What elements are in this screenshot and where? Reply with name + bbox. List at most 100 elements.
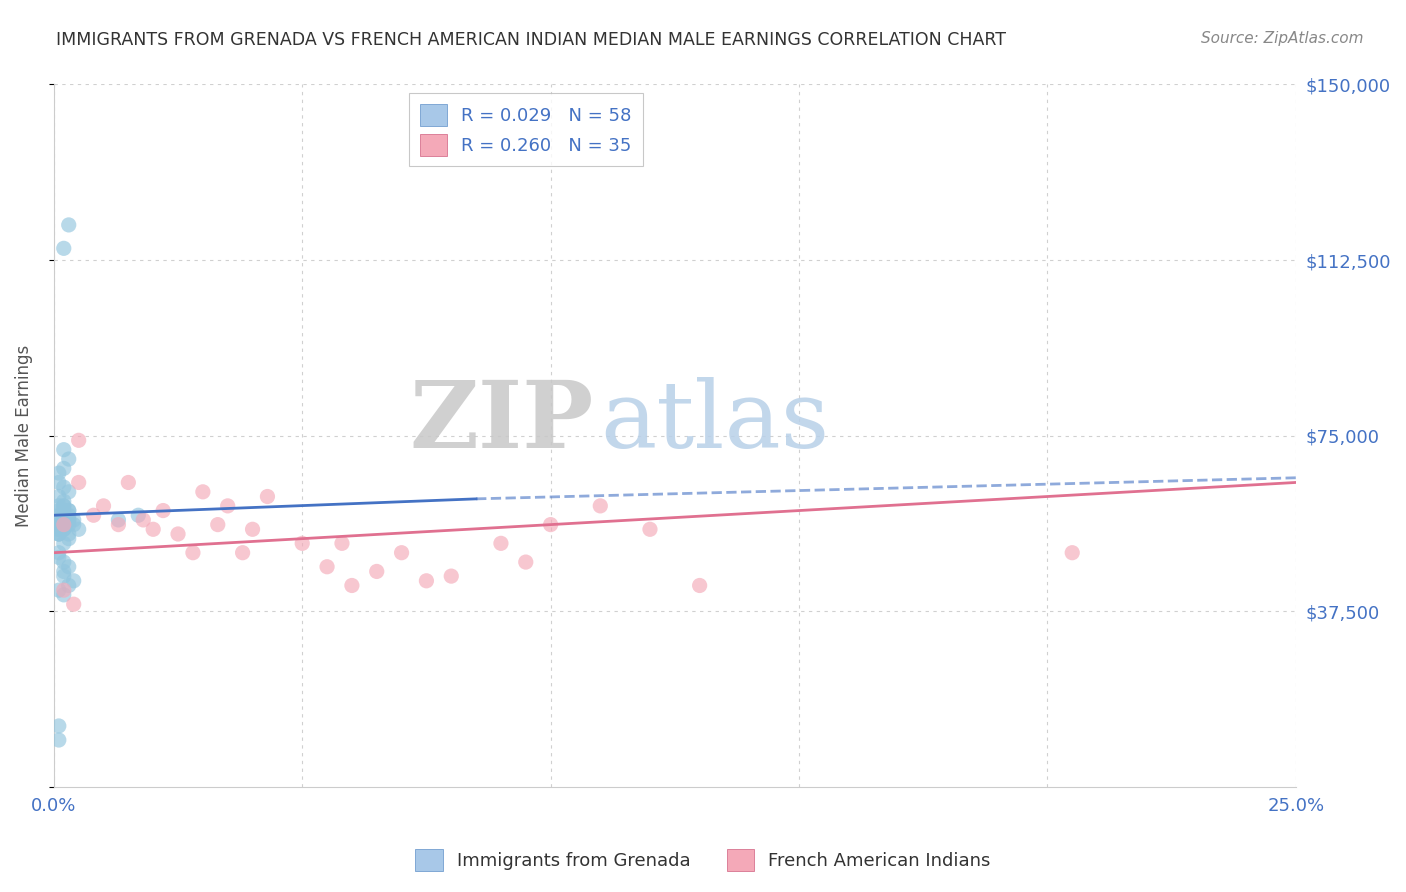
- Point: [48, 513, 70, 527]
- Point: [52, 517, 75, 532]
- Point: [232, 546, 254, 560]
- Point: [48, 490, 70, 504]
- Point: [58, 578, 80, 592]
- Point: [52, 536, 75, 550]
- Point: [62, 517, 84, 532]
- Point: [67, 522, 90, 536]
- Point: [117, 475, 139, 490]
- Point: [152, 503, 174, 517]
- Point: [52, 522, 75, 536]
- Point: [48, 733, 70, 747]
- Point: [48, 527, 70, 541]
- Point: [58, 527, 80, 541]
- Text: IMMIGRANTS FROM GRENADA VS FRENCH AMERICAN INDIAN MEDIAN MALE EARNINGS CORRELATI: IMMIGRANTS FROM GRENADA VS FRENCH AMERIC…: [56, 31, 1007, 49]
- Point: [58, 503, 80, 517]
- Point: [48, 546, 70, 560]
- Point: [58, 508, 80, 523]
- Point: [440, 569, 463, 583]
- Point: [589, 499, 612, 513]
- Point: [52, 461, 75, 475]
- Point: [515, 555, 537, 569]
- Point: [48, 522, 70, 536]
- Point: [181, 546, 204, 560]
- Point: [191, 484, 214, 499]
- Point: [52, 517, 75, 532]
- Point: [52, 241, 75, 255]
- Point: [291, 536, 314, 550]
- Point: [52, 480, 75, 494]
- Point: [52, 522, 75, 536]
- Point: [62, 513, 84, 527]
- Point: [391, 546, 413, 560]
- Point: [52, 499, 75, 513]
- Point: [132, 513, 155, 527]
- Point: [48, 522, 70, 536]
- Point: [340, 578, 363, 592]
- Point: [52, 513, 75, 527]
- Point: [48, 475, 70, 490]
- Point: [52, 508, 75, 523]
- Point: [217, 499, 239, 513]
- Point: [52, 565, 75, 579]
- Point: [142, 522, 165, 536]
- Point: [1062, 546, 1084, 560]
- Point: [58, 484, 80, 499]
- Point: [256, 490, 278, 504]
- Point: [48, 527, 70, 541]
- Point: [638, 522, 661, 536]
- Point: [127, 508, 149, 523]
- Point: [67, 434, 90, 448]
- Point: [107, 517, 129, 532]
- Point: [48, 499, 70, 513]
- Point: [58, 532, 80, 546]
- Point: [48, 517, 70, 532]
- Point: [48, 503, 70, 517]
- Point: [52, 555, 75, 569]
- Point: [58, 218, 80, 232]
- Point: [48, 508, 70, 523]
- Legend: R = 0.029   N = 58, R = 0.260   N = 35: R = 0.029 N = 58, R = 0.260 N = 35: [409, 94, 643, 167]
- Point: [52, 508, 75, 523]
- Point: [48, 527, 70, 541]
- Point: [58, 503, 80, 517]
- Point: [58, 513, 80, 527]
- Point: [167, 527, 190, 541]
- Point: [330, 536, 353, 550]
- Point: [48, 466, 70, 480]
- Point: [689, 578, 711, 592]
- Point: [52, 588, 75, 602]
- Point: [52, 499, 75, 513]
- Point: [316, 559, 339, 574]
- Y-axis label: Median Male Earnings: Median Male Earnings: [15, 344, 32, 527]
- Text: ZIP: ZIP: [409, 376, 595, 467]
- Point: [93, 499, 115, 513]
- Point: [242, 522, 264, 536]
- Point: [48, 517, 70, 532]
- Point: [67, 475, 90, 490]
- Point: [366, 565, 388, 579]
- Point: [52, 442, 75, 457]
- Point: [62, 597, 84, 611]
- Point: [52, 569, 75, 583]
- Point: [540, 517, 562, 532]
- Point: [52, 494, 75, 508]
- Point: [52, 513, 75, 527]
- Point: [58, 452, 80, 467]
- Point: [62, 574, 84, 588]
- Text: Source: ZipAtlas.com: Source: ZipAtlas.com: [1201, 31, 1364, 46]
- Point: [83, 508, 105, 523]
- Point: [48, 550, 70, 565]
- Point: [207, 517, 229, 532]
- Point: [52, 583, 75, 598]
- Text: atlas: atlas: [600, 376, 830, 467]
- Point: [48, 719, 70, 733]
- Point: [58, 559, 80, 574]
- Point: [58, 517, 80, 532]
- Point: [58, 513, 80, 527]
- Point: [107, 513, 129, 527]
- Point: [489, 536, 512, 550]
- Point: [52, 503, 75, 517]
- Legend: Immigrants from Grenada, French American Indians: Immigrants from Grenada, French American…: [408, 842, 998, 879]
- Point: [415, 574, 437, 588]
- Point: [48, 583, 70, 598]
